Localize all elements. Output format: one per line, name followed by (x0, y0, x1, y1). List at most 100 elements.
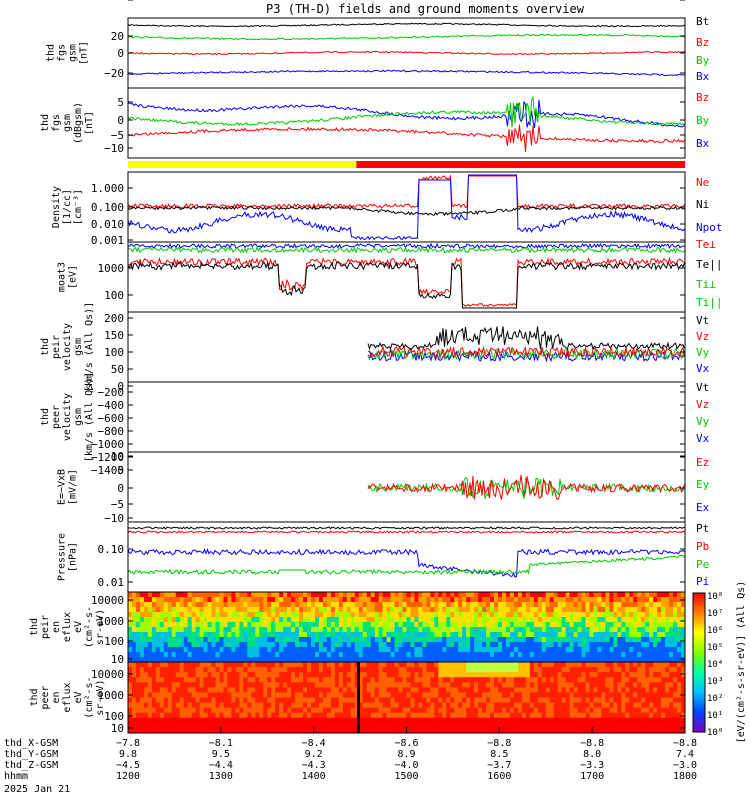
spectrogram-cell (565, 607, 571, 613)
spectrogram-cell (525, 677, 531, 683)
spectrogram-cell (314, 677, 320, 683)
spectrogram-cell (211, 617, 216, 623)
spectrogram-cell (386, 717, 391, 724)
spectrogram-cell (207, 722, 212, 729)
spectrogram-cell (641, 607, 646, 613)
spectrogram-cell (613, 717, 618, 724)
spectrogram-cell (291, 677, 296, 683)
x-tick-label: 1800 (673, 771, 697, 782)
spectrogram-cell (303, 597, 308, 603)
spectrogram-cell (629, 627, 634, 633)
spectrogram-cell (410, 667, 415, 673)
spectrogram-cell (386, 622, 391, 628)
spectrogram-cell (625, 702, 630, 709)
spectrogram-cell (450, 622, 455, 628)
spectrogram-cell (549, 702, 555, 709)
spectrogram-cell (577, 682, 582, 688)
spectrogram-cell (466, 702, 471, 709)
spectrogram-cell (641, 632, 646, 638)
spectrogram-cell (645, 642, 650, 648)
spectrogram-cell (330, 662, 336, 668)
spectrogram-cell (159, 642, 165, 648)
spectrogram-cell (410, 592, 415, 598)
spectrogram-cell (350, 627, 356, 633)
spectrogram-cell (505, 672, 511, 678)
spectrogram-cell (617, 687, 622, 693)
spectrogram-cell (362, 597, 368, 603)
spectrogram-cell (474, 717, 479, 724)
x-tick-label: 9.2 (305, 749, 323, 760)
spectrogram-cell (398, 607, 403, 613)
spectrogram-cell (537, 612, 543, 618)
spectrogram-cell (135, 722, 141, 729)
spectrogram-cell (677, 637, 682, 643)
spectrogram-cell (346, 647, 352, 653)
spectrogram-cell (553, 712, 559, 719)
spectrogram-cell (243, 657, 248, 663)
spectrogram-cell (589, 647, 594, 653)
spectrogram-cell (255, 637, 260, 643)
spectrogram-cell (179, 692, 185, 698)
spectrogram-cell (517, 627, 523, 633)
spectrogram-cell (235, 602, 240, 608)
spectrogram-cell (239, 642, 244, 648)
spectrogram-cell (513, 647, 519, 653)
spectrogram-cell (673, 607, 678, 613)
spectrogram-cell (430, 637, 435, 643)
spectrogram-cell (283, 682, 288, 688)
spectrogram-cell (386, 642, 391, 648)
spectrogram-cell (342, 722, 348, 729)
spectrogram-cell (211, 647, 216, 653)
spectrogram-cell (462, 707, 467, 714)
spectrogram-cell (422, 642, 427, 648)
spectrogram-cell (414, 612, 419, 618)
spectrogram-cell (203, 607, 208, 613)
spectrogram-cell (183, 657, 189, 663)
spectrogram-cell (613, 682, 618, 688)
spectrogram-cell (322, 657, 328, 663)
spectrogram-cell (402, 647, 407, 653)
spectrogram-cell (398, 647, 403, 653)
spectrogram-cell (195, 662, 201, 668)
spectrogram-cell (155, 627, 161, 633)
spectrogram-cell (350, 607, 356, 613)
spectrogram-cell (338, 677, 344, 683)
spectrogram-cell (275, 602, 280, 608)
series-bt (127, 22, 685, 28)
series-tpar-i (127, 246, 685, 255)
spectrogram-cell (653, 617, 658, 623)
spectrogram-cell (466, 652, 471, 658)
spectrogram-cell (227, 692, 232, 698)
spectrogram-cell (287, 727, 292, 734)
spectrogram-cell (462, 607, 467, 613)
spectrogram-cell (505, 597, 511, 603)
spectrogram-cell (541, 627, 547, 633)
spectrogram-cell (394, 672, 399, 678)
spectrogram-cell (458, 717, 463, 724)
spectrogram-cell (609, 637, 614, 643)
spectrogram-cell (390, 697, 395, 703)
spectrogram-cell (545, 607, 551, 613)
spectrogram-cell (482, 617, 487, 623)
spectrogram-cell (430, 702, 435, 709)
spectrogram-cell (251, 607, 256, 613)
spectrogram-cell (147, 617, 153, 623)
spectrogram-cell (470, 717, 475, 724)
legend-entry: By (696, 54, 710, 67)
spectrogram-cell (211, 627, 216, 633)
spectrogram-cell (247, 722, 252, 729)
spectrogram-cell (466, 612, 471, 618)
spectrogram-cell (195, 682, 201, 688)
spectrogram-cell (673, 667, 678, 673)
spectrogram-cell (255, 662, 260, 668)
spectrogram-cell (617, 627, 622, 633)
spectrogram-cell (613, 617, 618, 623)
spectrogram-cell (434, 712, 439, 719)
spectrogram-cell (569, 687, 574, 693)
spectrogram-cell (227, 667, 232, 673)
y-tick-label: −200 (98, 386, 125, 399)
spectrogram-cell (454, 717, 459, 724)
spectrogram-cell (605, 692, 610, 698)
spectrogram-cell (601, 652, 606, 658)
spectrogram-cell (621, 662, 626, 668)
